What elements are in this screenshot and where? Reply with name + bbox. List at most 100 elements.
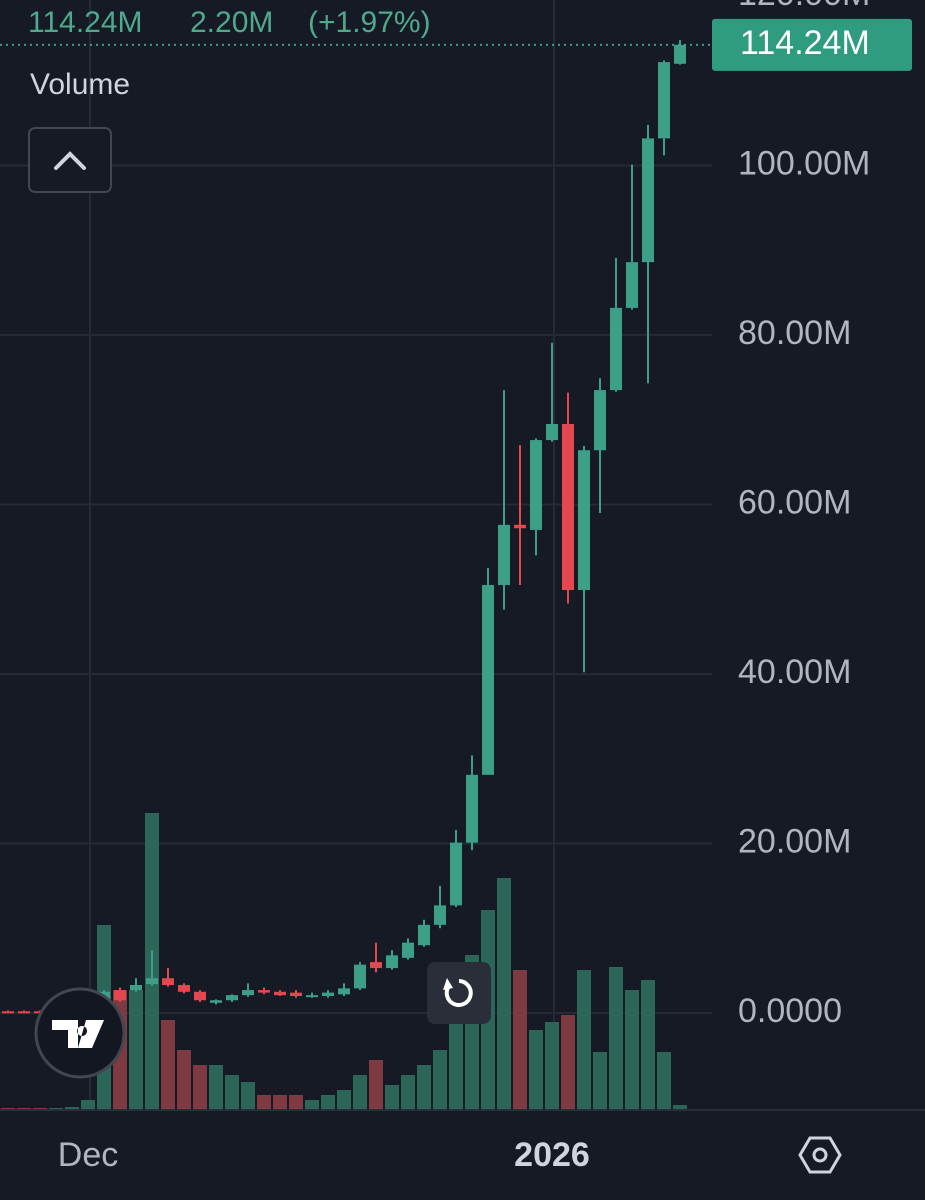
volume-bar: [65, 1107, 79, 1110]
volume-bar: [129, 990, 143, 1110]
volume-bar: [401, 1075, 415, 1110]
volume-bar: [577, 970, 591, 1110]
candle-body: [386, 955, 398, 969]
candle-body: [258, 990, 270, 993]
candle-body: [466, 774, 478, 843]
candle-body: [482, 585, 494, 775]
candle-body: [530, 440, 542, 530]
candle-body: [626, 262, 638, 308]
candle-body: [450, 842, 462, 906]
candle-body: [370, 962, 382, 969]
volume-bar: [193, 1065, 207, 1110]
volume-bar: [449, 1015, 463, 1110]
candle-body: [610, 307, 622, 391]
y-tick-label: 0.0000: [738, 992, 842, 1030]
settings-button[interactable]: [798, 1136, 842, 1174]
volume-bar: [641, 980, 655, 1110]
reset-icon[interactable]: [444, 979, 473, 1007]
logo-mark[interactable]: [52, 1020, 104, 1048]
volume-bar: [305, 1100, 319, 1110]
y-tick-label: 20.00M: [738, 822, 851, 860]
candle-body: [242, 990, 254, 996]
tv-logo[interactable]: [34, 987, 126, 1079]
volume-bar: [513, 970, 527, 1110]
header-change-pct: (+1.97%): [308, 6, 431, 39]
candle-body: [338, 988, 350, 995]
last-price-label: 114.24M: [740, 24, 870, 62]
volume-bar: [417, 1065, 431, 1110]
volume-bar: [545, 1022, 559, 1110]
volume-bar: [433, 1050, 447, 1110]
volume-bar: [593, 1052, 607, 1110]
candles: [2, 40, 686, 1014]
candle-body: [146, 978, 158, 985]
candle-body: [562, 423, 574, 591]
settings-hexagon[interactable]: [798, 1136, 842, 1174]
y-tick-label: 60.00M: [738, 483, 851, 521]
volume-bar: [241, 1082, 255, 1110]
volume-bar: [385, 1085, 399, 1110]
candle-body: [290, 992, 302, 997]
y-tick-label: 80.00M: [738, 314, 851, 352]
candle-body: [434, 905, 446, 925]
candle-body: [274, 991, 286, 996]
volume-bar: [497, 878, 511, 1110]
volume-bar: [337, 1090, 351, 1110]
candle-body: [594, 390, 606, 451]
candle-body: [354, 964, 366, 989]
last-price-tag: [712, 18, 912, 71]
candle-body: [402, 942, 414, 958]
volume-bar: [321, 1095, 335, 1110]
chevron-up-icon[interactable]: [54, 151, 86, 170]
candle-body: [642, 138, 654, 263]
settings-dot[interactable]: [812, 1147, 828, 1163]
reset-button[interactable]: [427, 962, 491, 1024]
volume-bar: [625, 990, 639, 1110]
candle-body: [514, 524, 526, 529]
volume-bar: [353, 1075, 367, 1110]
candle-body: [178, 985, 190, 992]
volume-bar: [673, 1105, 687, 1110]
candle-body: [418, 924, 430, 946]
volume-bar: [657, 1052, 671, 1110]
volume-bar: [177, 1050, 191, 1110]
candle-body: [578, 450, 590, 591]
candle-body: [674, 44, 686, 64]
candle-body: [18, 1011, 30, 1014]
candle-body: [226, 995, 238, 1001]
volume-bar: [369, 1060, 383, 1110]
candle-body: [658, 62, 670, 139]
y-tick-label: 100.00M: [738, 144, 870, 182]
collapse-button[interactable]: [28, 127, 112, 193]
y-tick-label: 120.00M: [738, 0, 870, 13]
collapse-button-frame[interactable]: [28, 127, 112, 193]
y-tick-label: 40.00M: [738, 653, 851, 691]
candle-body: [162, 978, 174, 985]
candle-body: [114, 990, 126, 1001]
volume-bar: [161, 1020, 175, 1110]
volume-label: Volume: [30, 68, 130, 101]
reset-icon-arrow[interactable]: [443, 978, 453, 990]
candle-body: [210, 1000, 222, 1003]
volume-bar: [273, 1095, 287, 1110]
volume-bar: [81, 1100, 95, 1110]
volume-bar: [529, 1030, 543, 1110]
volume-bar: [289, 1095, 303, 1110]
header-change: 2.20M: [190, 6, 273, 39]
volume-bar: [257, 1095, 271, 1110]
x-tick-label: Dec: [58, 1136, 118, 1174]
volume-bar: [561, 1015, 575, 1110]
candle-body: [130, 985, 142, 991]
header-last: 114.24M: [28, 6, 143, 39]
candle-body: [498, 524, 510, 585]
candle-body: [2, 1011, 14, 1014]
reset-button-frame[interactable]: [427, 962, 491, 1024]
candle-body: [322, 992, 334, 997]
x-tick-label: 2026: [514, 1136, 590, 1174]
volume-bar: [209, 1065, 223, 1110]
candle-body: [306, 995, 318, 998]
volume-bar: [225, 1075, 239, 1110]
candle-body: [546, 423, 558, 441]
